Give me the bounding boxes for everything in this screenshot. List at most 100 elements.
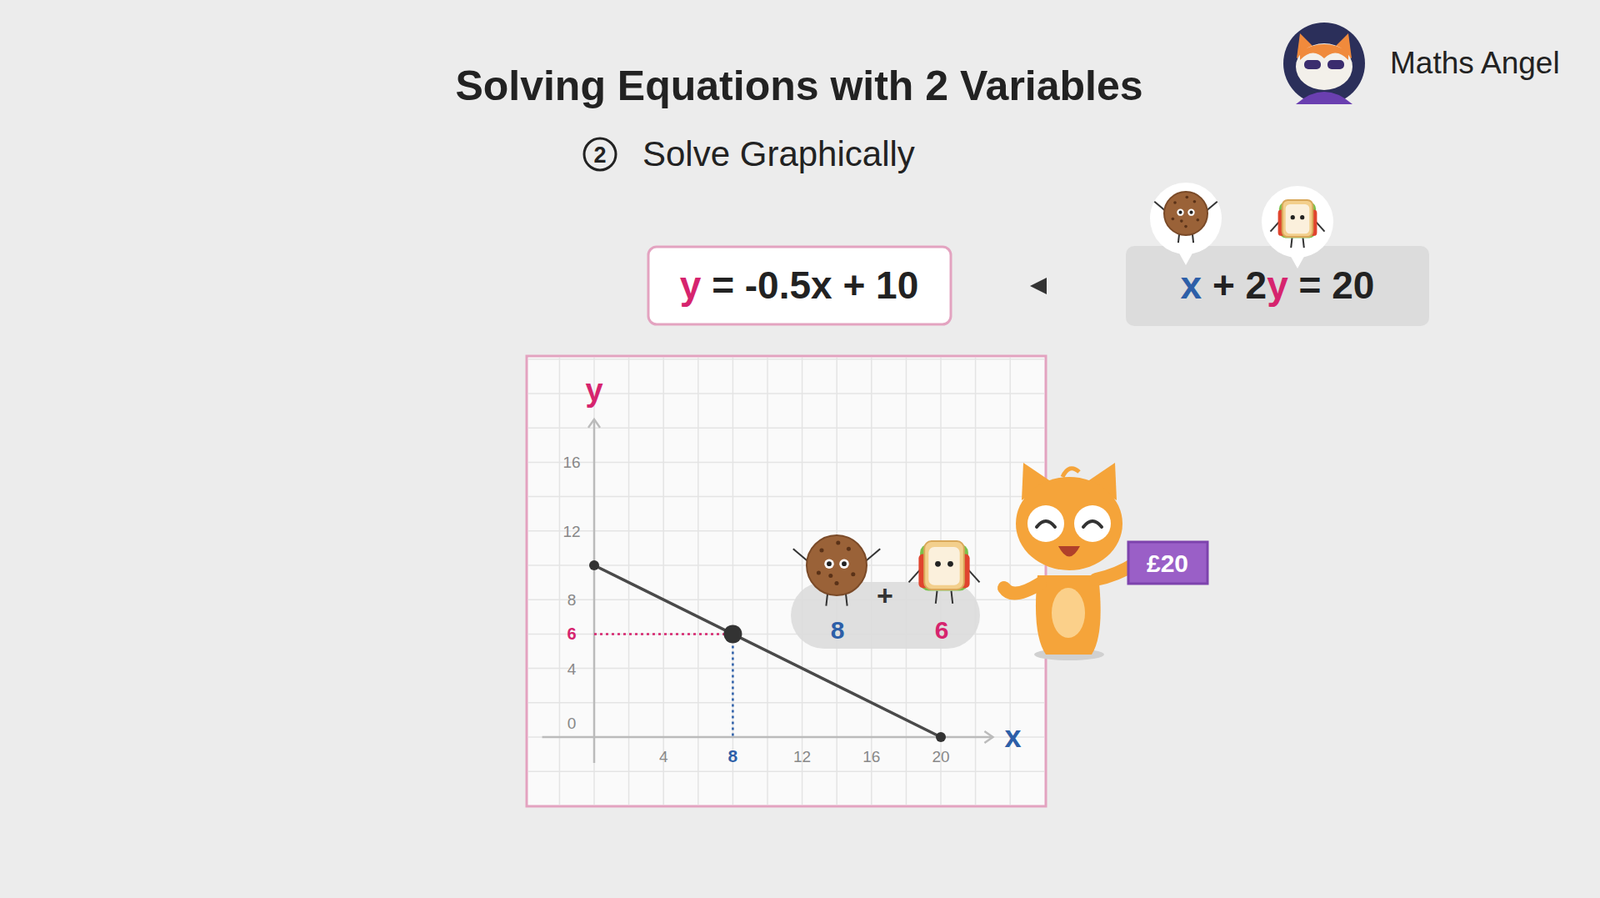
plot-area <box>589 560 946 742</box>
cat-mascot <box>1004 462 1208 660</box>
equation-part: x <box>1180 263 1203 307</box>
cookie-chip <box>828 573 833 578</box>
cookie-chip <box>1171 217 1175 221</box>
grid-line <box>528 735 1045 738</box>
annotation-cookies: 8 <box>830 615 845 644</box>
sandwich-bread <box>924 540 965 590</box>
sandwich-eye <box>935 560 941 567</box>
x-tick-label: 8 <box>728 745 739 765</box>
equation-part: y <box>1266 263 1289 307</box>
speech-tail <box>1289 253 1306 269</box>
grid-line <box>528 667 1045 670</box>
sandwich-crumb <box>1285 204 1310 234</box>
y-tick-label: 0 <box>567 714 577 732</box>
cookie-pupil <box>826 560 832 566</box>
cookie-pupil <box>841 560 847 566</box>
sandwich-leg <box>1290 237 1292 248</box>
cookie-chip <box>1180 219 1184 223</box>
x-axis <box>542 735 994 739</box>
cookie-chip <box>834 580 839 585</box>
minor-grid-line <box>528 358 1045 360</box>
cookie-chip <box>1193 200 1197 204</box>
highlight-guide-y <box>594 632 733 635</box>
chart-frame <box>526 355 1046 806</box>
y-tick-label: 16 <box>562 453 580 471</box>
y-tick-label: 4 <box>567 660 577 678</box>
point <box>589 560 600 570</box>
cat-eye-smile <box>1036 520 1055 527</box>
minor-grid-line <box>528 426 1045 429</box>
arrow <box>1030 277 1047 295</box>
x-tick-label: 20 <box>931 747 950 765</box>
cat-eye-smile <box>1083 520 1102 527</box>
sandwich-icon <box>909 540 980 604</box>
title: Solving Equations with 2 Variables <box>455 62 1143 110</box>
annotation-operator: + <box>876 579 894 611</box>
cat-mouth <box>1058 545 1080 557</box>
sandwich-eye <box>1290 215 1295 220</box>
x-tick-label: 12 <box>793 747 811 765</box>
cat-eye <box>1074 505 1111 542</box>
cookie-eye <box>824 558 835 569</box>
cookie-chip <box>1173 200 1177 205</box>
equation: y = -0.5x + 10 <box>680 263 919 307</box>
cookie-pupil <box>1189 210 1193 215</box>
rearranged-box <box>648 246 951 325</box>
cookie-chip <box>835 540 840 545</box>
cookie-eye <box>1176 209 1184 216</box>
x-tick-label: 16 <box>862 747 880 765</box>
price-label: £20 <box>1146 549 1189 577</box>
cookie-chip <box>1184 225 1188 229</box>
equation-part: + 2 <box>1201 263 1267 307</box>
cat-arm <box>1004 583 1040 593</box>
point <box>935 731 946 742</box>
cookie-chip <box>1195 218 1200 222</box>
grid <box>528 357 1045 805</box>
y-axis-label: y <box>585 372 603 408</box>
sandwich-leg <box>935 590 938 604</box>
cookie-eye <box>839 558 850 569</box>
grid-line <box>528 461 1045 464</box>
price-tag <box>1128 541 1208 584</box>
cookie-chip <box>1185 195 1189 200</box>
cookie-body <box>806 535 867 595</box>
cat-tuft <box>1062 468 1080 477</box>
sandwich-eye <box>1300 215 1305 220</box>
line <box>594 565 941 737</box>
logo <box>1283 22 1365 105</box>
equation-part: = 20 <box>1288 263 1375 307</box>
slide: Solving Equations with 2 Variables2Solve… <box>0 0 1600 898</box>
sandwich-icon <box>1270 200 1325 248</box>
grid-line <box>528 530 1045 532</box>
cookie-chip <box>850 571 855 576</box>
cat-head <box>1015 476 1123 570</box>
original-box <box>1125 245 1430 326</box>
logo-glasses <box>1304 60 1321 70</box>
cookie-body <box>1164 191 1208 235</box>
cat-belly <box>1051 587 1085 638</box>
highlight-point <box>723 624 742 643</box>
logo-fur <box>1300 44 1349 60</box>
subtitle: Solve Graphically <box>642 134 915 174</box>
sandwich-leg <box>951 590 954 604</box>
minor-grid-line <box>528 392 1045 395</box>
minor-grid-line <box>528 770 1045 772</box>
speech-bubble <box>1150 182 1222 255</box>
step-circle <box>584 138 616 170</box>
cookie-chip <box>846 546 851 551</box>
cookie-chip <box>816 570 821 575</box>
cookie-icon <box>1154 191 1217 243</box>
annotation-sandwiches: 6 <box>935 615 950 644</box>
y-tick-label: 12 <box>562 522 580 540</box>
y-axis-arrow <box>588 419 600 428</box>
sandwich-crumb <box>928 546 960 585</box>
highlight-y-label: 6 <box>566 624 576 643</box>
logo-hoodie <box>1295 91 1353 105</box>
x-axis-arrow <box>984 730 993 743</box>
logo-bg <box>1283 22 1365 105</box>
cookie-eye <box>1187 209 1195 216</box>
sandwich-eye <box>947 560 954 567</box>
cookie-pupil <box>1178 210 1182 215</box>
minor-grid-line <box>528 495 1045 498</box>
y-tick-label: 8 <box>567 590 577 609</box>
